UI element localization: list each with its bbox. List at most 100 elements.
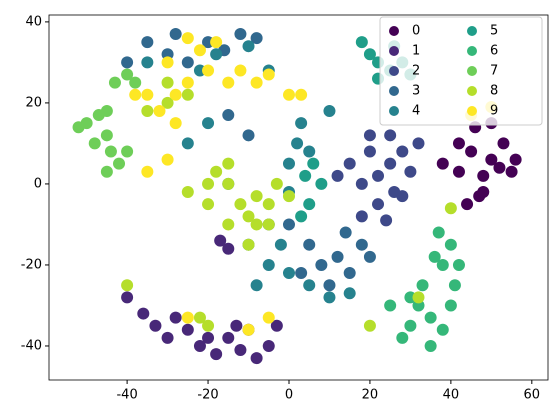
point <box>477 186 490 199</box>
legend-marker <box>467 106 477 116</box>
point <box>202 319 215 332</box>
point <box>234 344 247 357</box>
point <box>129 76 142 89</box>
point <box>242 210 255 223</box>
point <box>444 202 457 215</box>
point <box>444 238 457 251</box>
point <box>339 226 352 239</box>
point <box>202 64 215 77</box>
point <box>242 238 255 251</box>
point <box>331 169 344 182</box>
point <box>448 279 461 292</box>
point <box>222 218 235 231</box>
point <box>169 28 182 41</box>
point <box>270 177 283 190</box>
legend-marker <box>389 46 399 56</box>
point <box>242 323 255 336</box>
point <box>210 165 223 178</box>
point <box>323 291 336 304</box>
point <box>222 157 235 170</box>
legend: 0 1 2 3 4 5 6 7 8 9 <box>379 16 543 126</box>
point <box>250 190 263 203</box>
point <box>88 137 101 150</box>
point <box>210 348 223 361</box>
legend-marker <box>467 66 477 76</box>
point <box>505 165 518 178</box>
point <box>234 64 247 77</box>
x-tick-label: 0 <box>285 388 293 403</box>
point <box>295 117 308 130</box>
point <box>153 105 166 118</box>
point <box>181 88 194 101</box>
y-tick-label: 20 <box>25 95 42 110</box>
point <box>452 165 465 178</box>
y-tick-label: -20 <box>21 257 42 272</box>
point <box>424 311 437 324</box>
point <box>210 36 223 49</box>
legend-marker <box>467 26 477 36</box>
point <box>485 153 498 166</box>
point <box>295 88 308 101</box>
point <box>202 331 215 344</box>
point <box>315 177 328 190</box>
y-tick-label: 0 <box>34 176 42 191</box>
point <box>137 307 150 320</box>
point <box>331 250 344 263</box>
point <box>274 238 287 251</box>
legend-marker <box>389 26 399 36</box>
point <box>262 218 275 231</box>
point <box>250 279 263 292</box>
point <box>452 258 465 271</box>
point <box>355 36 368 49</box>
point <box>477 169 490 182</box>
point <box>262 311 275 324</box>
point <box>465 145 478 158</box>
point <box>242 129 255 142</box>
point <box>181 137 194 150</box>
point <box>363 145 376 158</box>
point <box>104 145 117 158</box>
point <box>222 109 235 122</box>
x-tick-label: -20 <box>197 388 218 403</box>
point <box>295 210 308 223</box>
point <box>129 88 142 101</box>
point <box>432 226 445 239</box>
legend-label: 5 <box>490 24 498 39</box>
point <box>181 32 194 45</box>
point <box>108 76 121 89</box>
legend-box <box>379 16 543 126</box>
point <box>161 76 174 89</box>
point <box>161 153 174 166</box>
point <box>509 153 522 166</box>
point <box>396 145 409 158</box>
y-tick-label: -40 <box>21 338 42 353</box>
point <box>307 157 320 170</box>
point <box>181 56 194 69</box>
point <box>412 291 425 304</box>
point <box>262 258 275 271</box>
point <box>295 267 308 280</box>
point <box>262 68 275 81</box>
point <box>323 279 336 292</box>
point <box>436 323 449 336</box>
point <box>214 234 227 247</box>
point <box>193 339 206 352</box>
point <box>222 242 235 255</box>
point <box>141 88 154 101</box>
point <box>343 267 356 280</box>
point <box>141 165 154 178</box>
point <box>121 291 134 304</box>
point <box>282 190 295 203</box>
point <box>262 198 275 211</box>
point <box>372 169 385 182</box>
point <box>169 88 182 101</box>
point <box>380 214 393 227</box>
point <box>250 76 263 89</box>
point <box>303 279 316 292</box>
point <box>230 319 243 332</box>
point <box>121 68 134 81</box>
point <box>202 117 215 130</box>
point <box>193 311 206 324</box>
point <box>161 331 174 344</box>
